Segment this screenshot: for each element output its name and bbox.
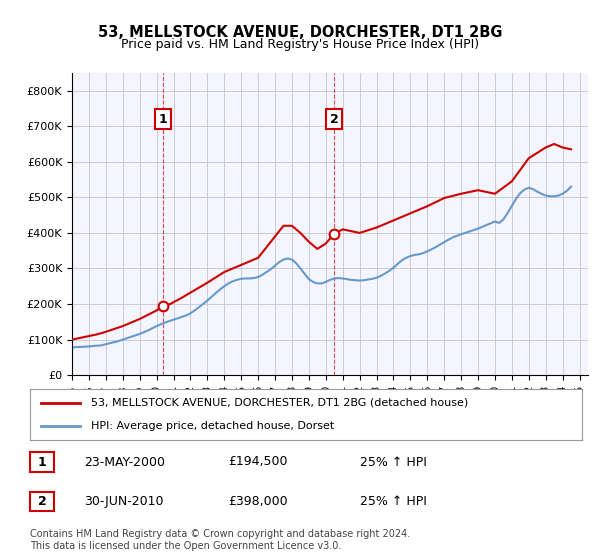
Text: 2: 2 xyxy=(330,113,338,125)
Text: 53, MELLSTOCK AVENUE, DORCHESTER, DT1 2BG: 53, MELLSTOCK AVENUE, DORCHESTER, DT1 2B… xyxy=(98,25,502,40)
Text: 25% ↑ HPI: 25% ↑ HPI xyxy=(360,494,427,508)
Text: 53, MELLSTOCK AVENUE, DORCHESTER, DT1 2BG (detached house): 53, MELLSTOCK AVENUE, DORCHESTER, DT1 2B… xyxy=(91,398,468,408)
Text: 1: 1 xyxy=(38,456,46,469)
Text: Contains HM Land Registry data © Crown copyright and database right 2024.
This d: Contains HM Land Registry data © Crown c… xyxy=(30,529,410,551)
Text: Price paid vs. HM Land Registry's House Price Index (HPI): Price paid vs. HM Land Registry's House … xyxy=(121,38,479,51)
Text: 30-JUN-2010: 30-JUN-2010 xyxy=(84,494,163,508)
Text: 23-MAY-2000: 23-MAY-2000 xyxy=(84,455,165,469)
Text: 2: 2 xyxy=(38,495,46,508)
Text: £398,000: £398,000 xyxy=(228,494,287,508)
Text: 1: 1 xyxy=(159,113,168,125)
Text: HPI: Average price, detached house, Dorset: HPI: Average price, detached house, Dors… xyxy=(91,421,334,431)
Text: £194,500: £194,500 xyxy=(228,455,287,469)
Text: 25% ↑ HPI: 25% ↑ HPI xyxy=(360,455,427,469)
